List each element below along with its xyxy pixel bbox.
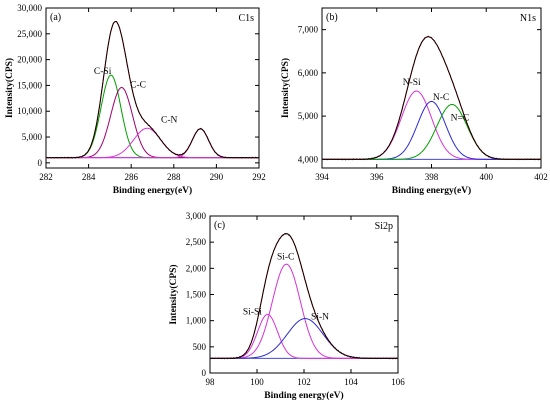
fitted-envelope xyxy=(322,36,541,160)
y-axis-label: Intensity(CPS) xyxy=(280,58,291,118)
measured-spectrum xyxy=(46,20,259,159)
x-tick-label: 290 xyxy=(210,172,224,182)
x-tick-label: 402 xyxy=(534,172,548,182)
y-axis-label: Intensity(CPS) xyxy=(168,264,179,324)
y-tick-label: 1,500 xyxy=(186,290,207,300)
y-tick-label: 10,000 xyxy=(17,106,42,116)
peak-label: Si-Si xyxy=(243,307,262,317)
x-tick-label: 292 xyxy=(252,172,266,182)
peak-label: C-Si xyxy=(94,67,112,77)
x-axis-label: Binding energy(eV) xyxy=(264,390,343,401)
y-tick-label: 25,000 xyxy=(17,29,42,39)
y-axis-label: Intensity(CPS) xyxy=(4,58,15,118)
peak-label: Si-N xyxy=(311,313,329,323)
measured-spectrum xyxy=(210,233,398,360)
region-label: Si2p xyxy=(375,221,393,232)
panel-a: 282 284 286 288 290 292 0 5,000 10,000 15,000 20,0… xyxy=(4,3,266,196)
component-peak-si-c xyxy=(210,263,398,359)
plot-frame xyxy=(209,215,399,374)
y-tick-label: 500 xyxy=(193,342,207,352)
fitted-envelope xyxy=(210,233,398,359)
x-tick-label: 394 xyxy=(315,172,329,182)
x-tick-label: 284 xyxy=(82,172,96,182)
panel-c: 98 100 102 104 106 0 500 1,000 1,500 2,000 2,500 3,… xyxy=(168,211,405,401)
fitted-envelope xyxy=(46,20,259,159)
region-label: N1s xyxy=(520,13,536,24)
component-peak-extra xyxy=(46,128,259,159)
component-peak-n-c xyxy=(322,103,541,160)
x-tick-label: 288 xyxy=(167,172,181,182)
peak-label: N-C xyxy=(433,93,449,103)
panel-label: (c) xyxy=(214,220,225,231)
y-tick-label: 20,000 xyxy=(17,55,42,65)
curves xyxy=(46,20,259,159)
curves xyxy=(322,35,541,161)
x-axis-label: Binding energy(eV) xyxy=(392,185,471,196)
component-peak-n-c xyxy=(322,100,541,160)
measured-spectrum xyxy=(322,35,541,161)
y-tick-label: 5,000 xyxy=(22,132,43,142)
x-tick-label: 286 xyxy=(124,172,138,182)
y-tick-label: 2,500 xyxy=(186,237,207,247)
peak-label: C-C xyxy=(130,80,146,90)
y-tick-label: 4,000 xyxy=(298,154,319,164)
curves xyxy=(210,233,398,360)
x-tick-label: 398 xyxy=(425,172,439,182)
component-peak-si-si xyxy=(210,313,398,359)
plot-frame xyxy=(321,7,542,169)
peak-label: N-Si xyxy=(403,78,421,88)
x-tick-label: 98 xyxy=(206,377,216,387)
x-tick-label: 282 xyxy=(39,172,53,182)
panel-label: (a) xyxy=(50,12,61,23)
y-tick-label: 5,000 xyxy=(298,111,319,121)
y-tick-label: 1,000 xyxy=(186,316,207,326)
component-peak-c-si xyxy=(46,74,259,159)
region-label: C1s xyxy=(238,13,254,24)
x-tick-label: 100 xyxy=(250,377,264,387)
x-tick-label: 400 xyxy=(480,172,494,182)
y-tick-label: 15,000 xyxy=(17,80,42,90)
peak-label: N=C xyxy=(451,113,470,123)
plot-frame xyxy=(45,7,260,169)
y-tick-label: 7,000 xyxy=(298,25,319,35)
peak-label: C-N xyxy=(161,116,178,126)
y-tick-label: 2,000 xyxy=(186,263,207,273)
y-tick-label: 3,000 xyxy=(186,211,207,221)
x-tick-label: 102 xyxy=(297,377,311,387)
y-tick-label: 6,000 xyxy=(298,68,319,78)
x-axis-label: Binding energy(eV) xyxy=(113,185,192,196)
component-peak-si-n xyxy=(210,318,398,359)
x-tick-label: 396 xyxy=(370,172,384,182)
panel-b: 394 396 398 400 402 4,000 5,000 6,000 7,000 Bindi… xyxy=(280,7,548,196)
y-tick-label: 30,000 xyxy=(17,3,42,13)
x-tick-label: 106 xyxy=(391,377,405,387)
component-peak-c-n xyxy=(46,127,259,159)
panel-label: (b) xyxy=(326,12,338,23)
y-tick-label: 0 xyxy=(202,368,207,378)
component-peak-c-c xyxy=(46,86,259,159)
x-tick-label: 104 xyxy=(344,377,358,387)
peak-label: Si-C xyxy=(277,252,294,262)
y-tick-label: 0 xyxy=(38,158,43,168)
